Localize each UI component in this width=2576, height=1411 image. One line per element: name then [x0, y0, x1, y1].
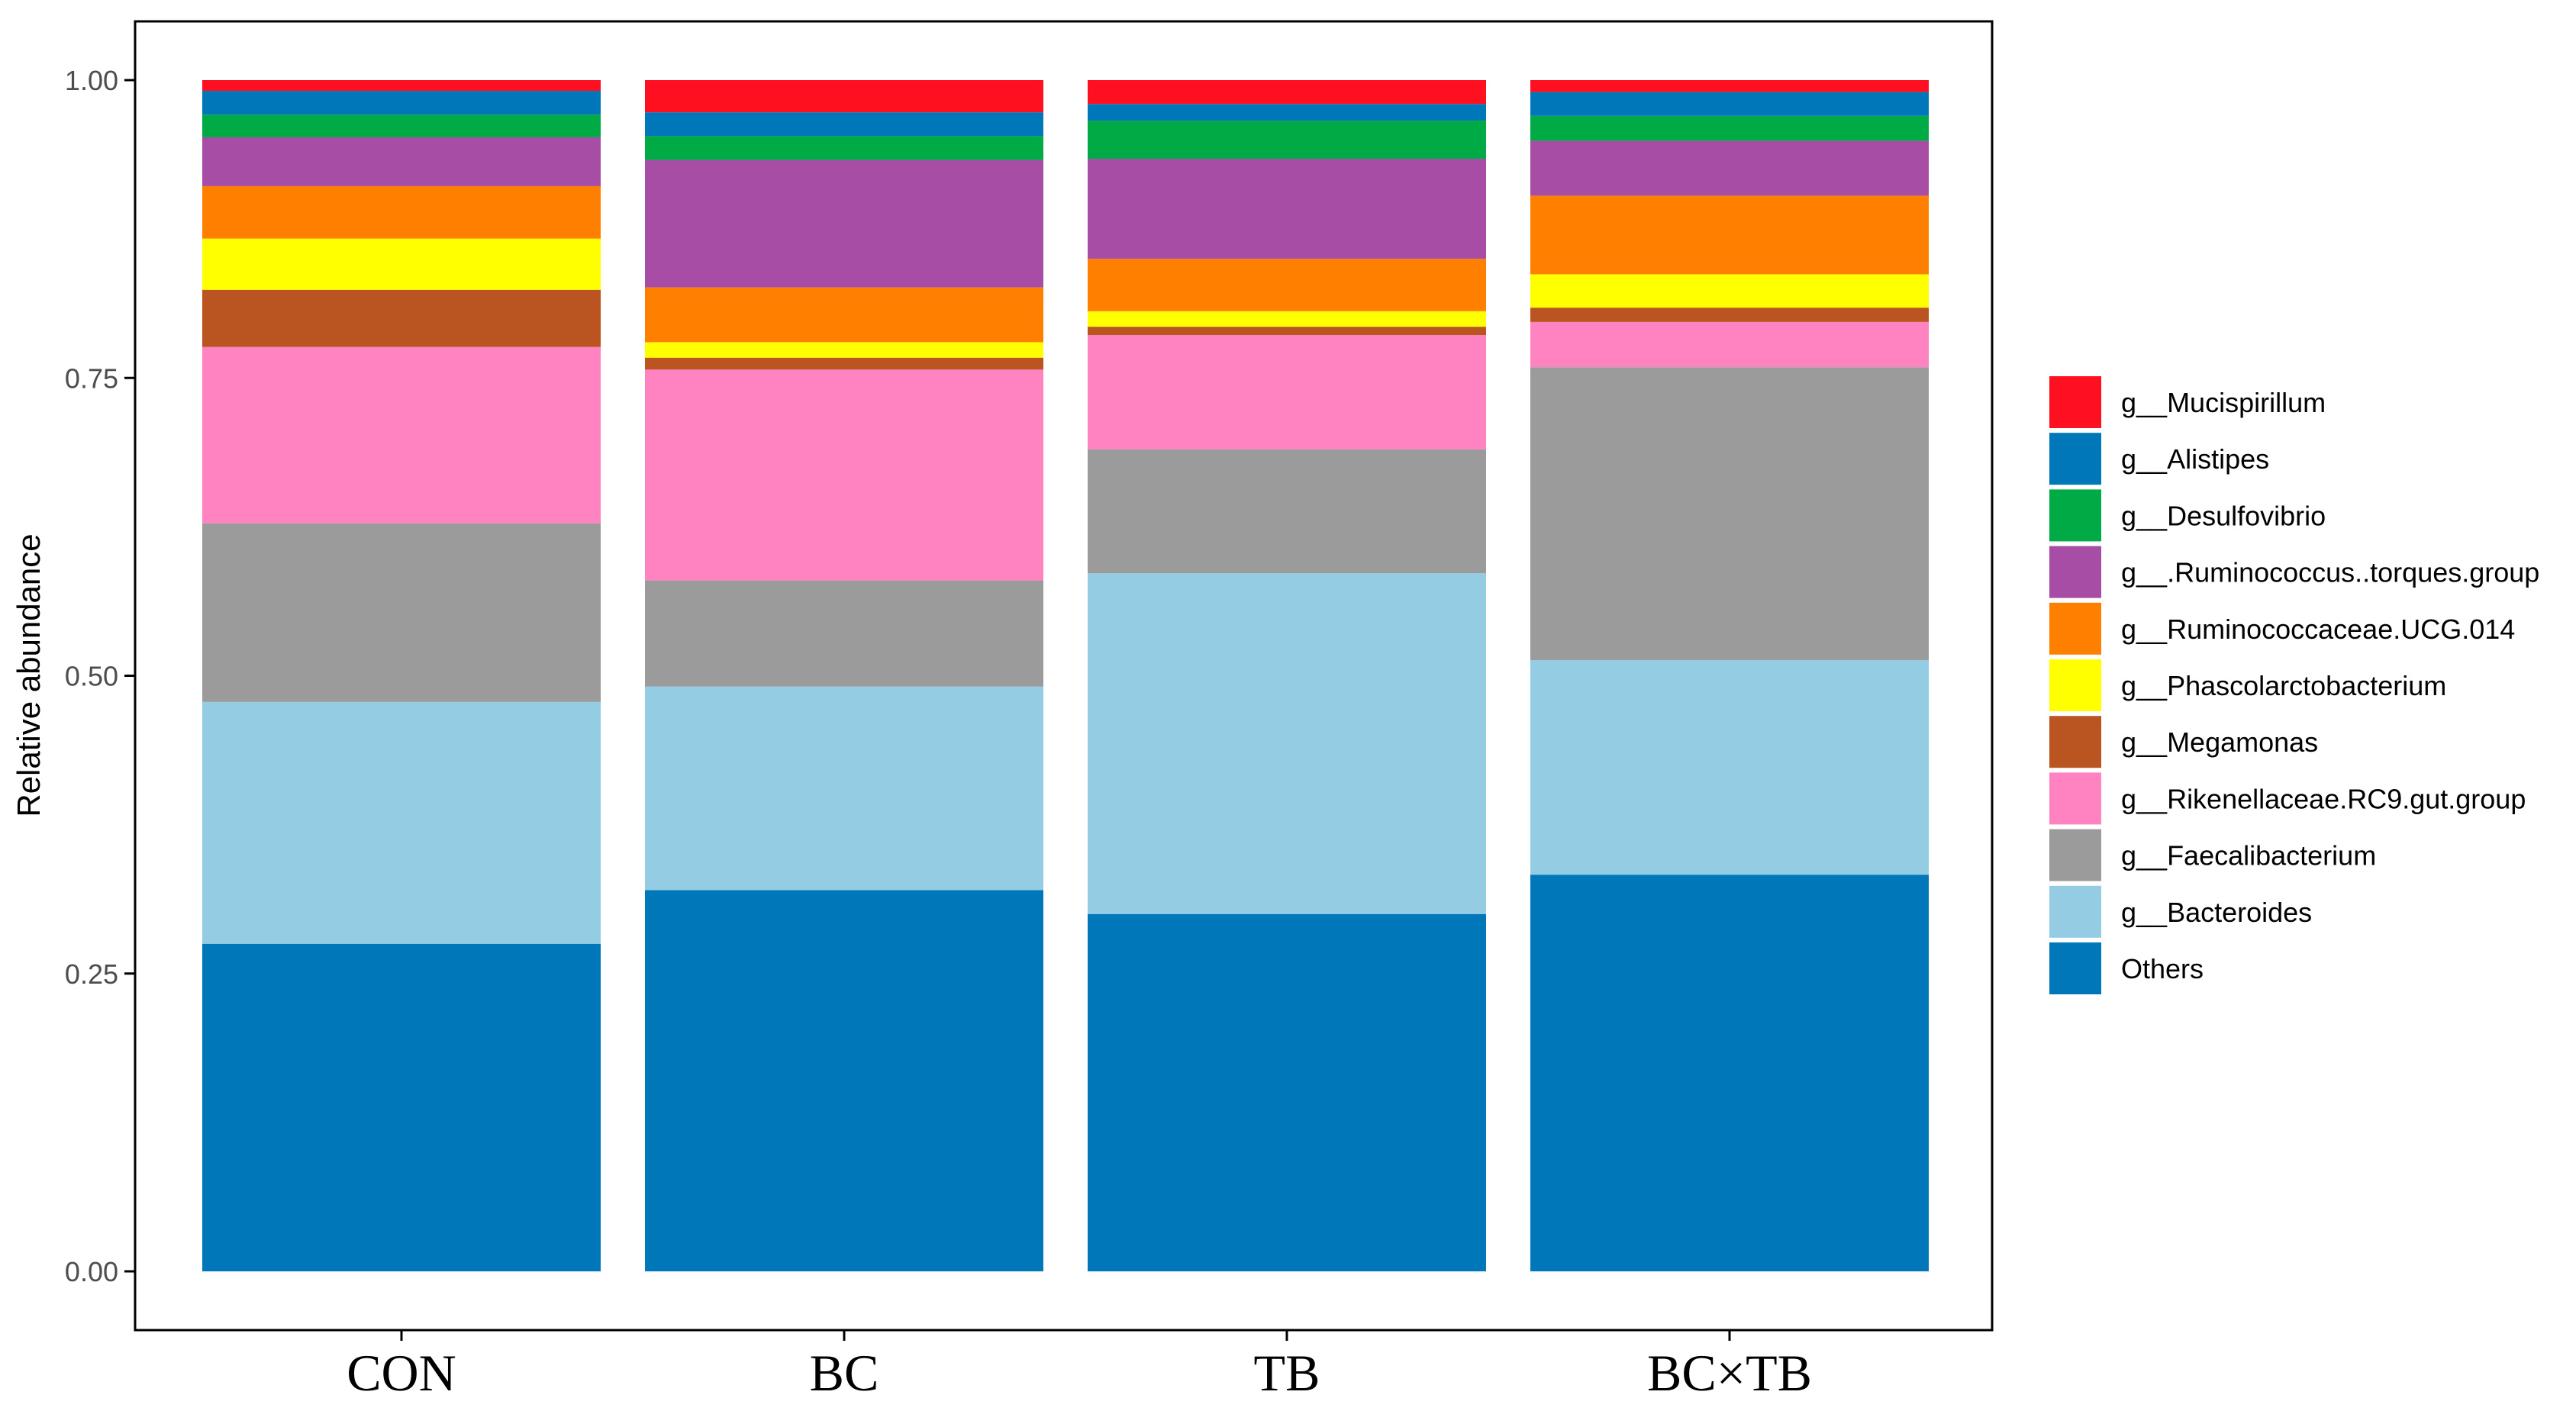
legend-label: g__.Ruminococcus..torques.group — [2121, 557, 2539, 588]
legend-label: g__Mucispirillum — [2121, 387, 2326, 418]
bar-segment-BC-g__Bacteroides — [645, 686, 1043, 891]
bar-segment-BC-Others — [645, 890, 1043, 1271]
bar-segment-CON-g__Desulfovibrio — [202, 114, 601, 137]
bar-segment-CON-g__Alistipes — [202, 91, 601, 115]
bar-segment-TB-g__Bacteroides — [1088, 573, 1486, 914]
bar-segment-BC×TB-g__Alistipes — [1530, 92, 1929, 116]
bars-layer — [202, 80, 1929, 1271]
legend-item: g__Mucispirillum — [2049, 376, 2326, 428]
x-tick-label: TB — [1254, 1344, 1320, 1402]
bar-segment-BC-g__Megamonas — [645, 357, 1043, 370]
bar-stack-CON — [202, 80, 601, 1271]
legend-swatch — [2049, 829, 2101, 881]
bar-segment-TB-g__Alistipes — [1088, 104, 1486, 121]
bar-segment-TB-g__Mucispirillum — [1088, 80, 1486, 105]
bar-segment-TB-g__Ruminococcaceae.UCG.014 — [1088, 259, 1486, 311]
legend-swatch — [2049, 885, 2101, 938]
bar-segment-BC×TB-g__Phascolarctobacterium — [1530, 274, 1929, 308]
legend-label: g__Phascolarctobacterium — [2121, 670, 2446, 701]
legend-item: g__Ruminococcaceae.UCG.014 — [2049, 602, 2515, 655]
legend-swatch — [2049, 602, 2101, 655]
bar-segment-BC-g__Faecalibacterium — [645, 580, 1043, 687]
bar-segment-BC×TB-g__Megamonas — [1530, 308, 1929, 322]
bar-segment-TB-g__Faecalibacterium — [1088, 449, 1486, 574]
legend-item: g__Alistipes — [2049, 433, 2269, 485]
legend-item: g__Phascolarctobacterium — [2049, 659, 2446, 711]
legend-item: g__Faecalibacterium — [2049, 829, 2376, 881]
bar-stack-BC×TB — [1530, 80, 1929, 1271]
bar-segment-TB-g__Rikenellaceae.RC9.gut.group — [1088, 335, 1486, 449]
bar-segment-CON-g__Phascolarctobacterium — [202, 238, 601, 290]
bar-stack-TB — [1088, 80, 1486, 1271]
legend-label: g__Megamonas — [2121, 726, 2318, 758]
bar-segment-TB-Others — [1088, 913, 1486, 1271]
bar-segment-CON-g__Megamonas — [202, 289, 601, 347]
legend-label: g__Ruminococcaceae.UCG.014 — [2121, 614, 2515, 645]
bar-segment-BC-g__.Ruminococcus..torques.group — [645, 159, 1043, 288]
legend-label: g__Alistipes — [2121, 443, 2269, 475]
bar-segment-BC×TB-Others — [1530, 875, 1929, 1271]
bar-segment-CON-g__Mucispirillum — [202, 80, 601, 92]
bar-segment-BC×TB-g__Bacteroides — [1530, 660, 1929, 875]
bar-segment-BC×TB-g__Mucispirillum — [1530, 80, 1929, 92]
bar-segment-BC×TB-g__Faecalibacterium — [1530, 367, 1929, 661]
legend: g__Mucispirillum g__Alistipes g__Desulfovi… — [2049, 376, 2539, 994]
bar-segment-BC-g__Rikenellaceae.RC9.gut.group — [645, 369, 1043, 581]
bar-segment-CON-Others — [202, 943, 601, 1271]
legend-item: g__Desulfovibrio — [2049, 489, 2326, 542]
y-tick-label: 0.75 — [65, 362, 118, 394]
legend-swatch — [2049, 716, 2101, 768]
bar-segment-CON-g__.Ruminococcus..torques.group — [202, 137, 601, 186]
legend-item: g__Bacteroides — [2049, 885, 2312, 938]
bar-segment-TB-g__Megamonas — [1088, 327, 1486, 336]
legend-label: Others — [2121, 953, 2204, 984]
x-tick-label: BC — [810, 1344, 879, 1402]
legend-item: g__Megamonas — [2049, 716, 2318, 768]
bar-stack-BC — [645, 80, 1043, 1271]
y-tick-label: 0.25 — [65, 958, 118, 990]
legend-label: g__Faecalibacterium — [2121, 840, 2376, 871]
y-tick-label: 0.50 — [65, 661, 118, 692]
bar-segment-BC-g__Phascolarctobacterium — [645, 342, 1043, 358]
bar-segment-CON-g__Ruminococcaceae.UCG.014 — [202, 185, 601, 239]
bar-segment-BC×TB-g__Rikenellaceae.RC9.gut.group — [1530, 321, 1929, 368]
x-axis: CON BC TB BC×TB — [347, 1330, 1812, 1402]
y-axis-title: Relative abundance — [11, 533, 47, 817]
bar-segment-TB-g__Desulfovibrio — [1088, 121, 1486, 159]
bar-segment-BC×TB-g__Ruminococcaceae.UCG.014 — [1530, 195, 1929, 275]
legend-item: g__Rikenellaceae.RC9.gut.group — [2049, 772, 2526, 825]
x-tick-label: CON — [347, 1344, 456, 1402]
bar-segment-TB-g__Phascolarctobacterium — [1088, 311, 1486, 327]
x-tick-label: BC×TB — [1647, 1344, 1812, 1402]
legend-label: g__Rikenellaceae.RC9.gut.group — [2121, 783, 2526, 814]
legend-swatch — [2049, 772, 2101, 825]
bar-segment-BC×TB-g__Desulfovibrio — [1530, 115, 1929, 141]
legend-swatch — [2049, 942, 2101, 994]
bar-segment-TB-g__.Ruminococcus..torques.group — [1088, 159, 1486, 259]
legend-swatch — [2049, 489, 2101, 542]
legend-swatch — [2049, 546, 2101, 598]
y-axis: 0.00 0.25 0.50 0.75 1.00 — [65, 65, 135, 1287]
legend-label: g__Bacteroides — [2121, 897, 2312, 928]
legend-item: g__.Ruminococcus..torques.group — [2049, 546, 2539, 598]
legend-swatch — [2049, 376, 2101, 428]
bar-segment-BC×TB-g__.Ruminococcus..torques.group — [1530, 140, 1929, 196]
bar-segment-BC-g__Alistipes — [645, 112, 1043, 137]
bar-segment-BC-g__Desulfovibrio — [645, 136, 1043, 160]
legend-label: g__Desulfovibrio — [2121, 500, 2326, 531]
bar-segment-CON-g__Bacteroides — [202, 701, 601, 944]
bar-segment-CON-g__Rikenellaceae.RC9.gut.group — [202, 346, 601, 523]
y-tick-label: 1.00 — [65, 65, 118, 96]
legend-item: Others — [2049, 942, 2204, 994]
bar-segment-BC-g__Ruminococcaceae.UCG.014 — [645, 287, 1043, 343]
y-tick-label: 0.00 — [65, 1256, 118, 1287]
bar-segment-CON-g__Faecalibacterium — [202, 523, 601, 702]
legend-swatch — [2049, 433, 2101, 485]
bar-segment-BC-g__Mucispirillum — [645, 80, 1043, 113]
legend-swatch — [2049, 659, 2101, 711]
